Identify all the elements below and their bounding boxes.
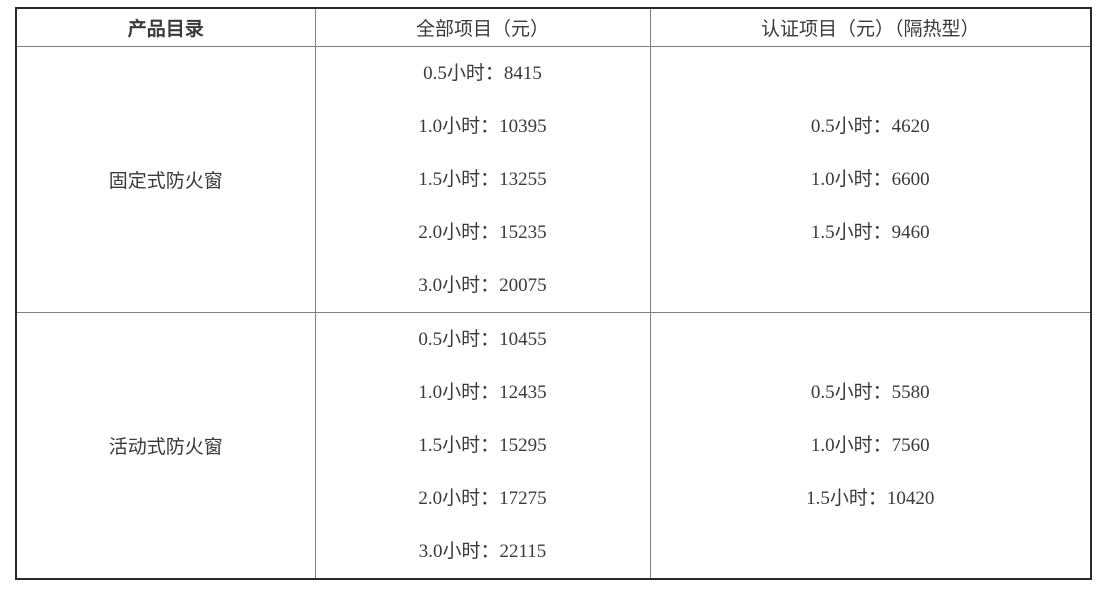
price-line: 2.0小时：17275 [418,487,547,509]
price-line: 0.5小时：8415 [423,62,542,84]
fire-window-fee-table: 产品目录 全部项目（元） 认证项目（元）（隔热型） 固定式防火窗 0.5小时：8… [15,7,1092,580]
header-all-items: 全部项目（元） [314,7,651,47]
price-line: 1.5小时：15295 [418,434,547,456]
price-line: 1.0小时：6600 [810,168,930,190]
price-line: 1.0小时：10395 [418,115,547,137]
product-name-cell: 固定式防火窗 [15,45,316,313]
price-line: 1.0小时：7560 [810,434,930,456]
all-items-cell: 0.5小时：10455 1.0小时：12435 1.5小时：15295 2.0小… [314,311,651,579]
price-line: 1.5小时：10420 [806,487,935,509]
product-name-cell: 活动式防火窗 [15,311,316,579]
price-line: 2.0小时：15235 [418,221,547,243]
table-row-fixed-fire-window: 固定式防火窗 0.5小时：8415 1.0小时：10395 1.5小时：1325… [15,45,1092,313]
certified-items-cell: 0.5小时：4620 1.0小时：6600 1.5小时：9460 [649,45,1092,313]
price-line: 1.0小时：12435 [418,381,547,403]
price-line: 1.5小时：9460 [810,221,930,243]
price-line: 0.5小时：4620 [810,115,930,137]
price-line: 0.5小时：10455 [418,328,547,350]
header-row: 产品目录 全部项目（元） 认证项目（元）（隔热型） [15,7,1092,47]
all-items-cell: 0.5小时：8415 1.0小时：10395 1.5小时：13255 2.0小时… [314,45,651,313]
price-line: 0.5小时：5580 [810,381,930,403]
price-line: 1.5小时：13255 [418,168,547,190]
header-product-catalog: 产品目录 [15,7,316,47]
table-row-movable-fire-window: 活动式防火窗 0.5小时：10455 1.0小时：12435 1.5小时：152… [15,311,1092,579]
price-line: 3.0小时：20075 [418,274,547,296]
header-certified-items: 认证项目（元）（隔热型） [649,7,1092,47]
price-line: 3.0小时：22115 [418,540,547,562]
certified-items-cell: 0.5小时：5580 1.0小时：7560 1.5小时：10420 [649,311,1092,579]
